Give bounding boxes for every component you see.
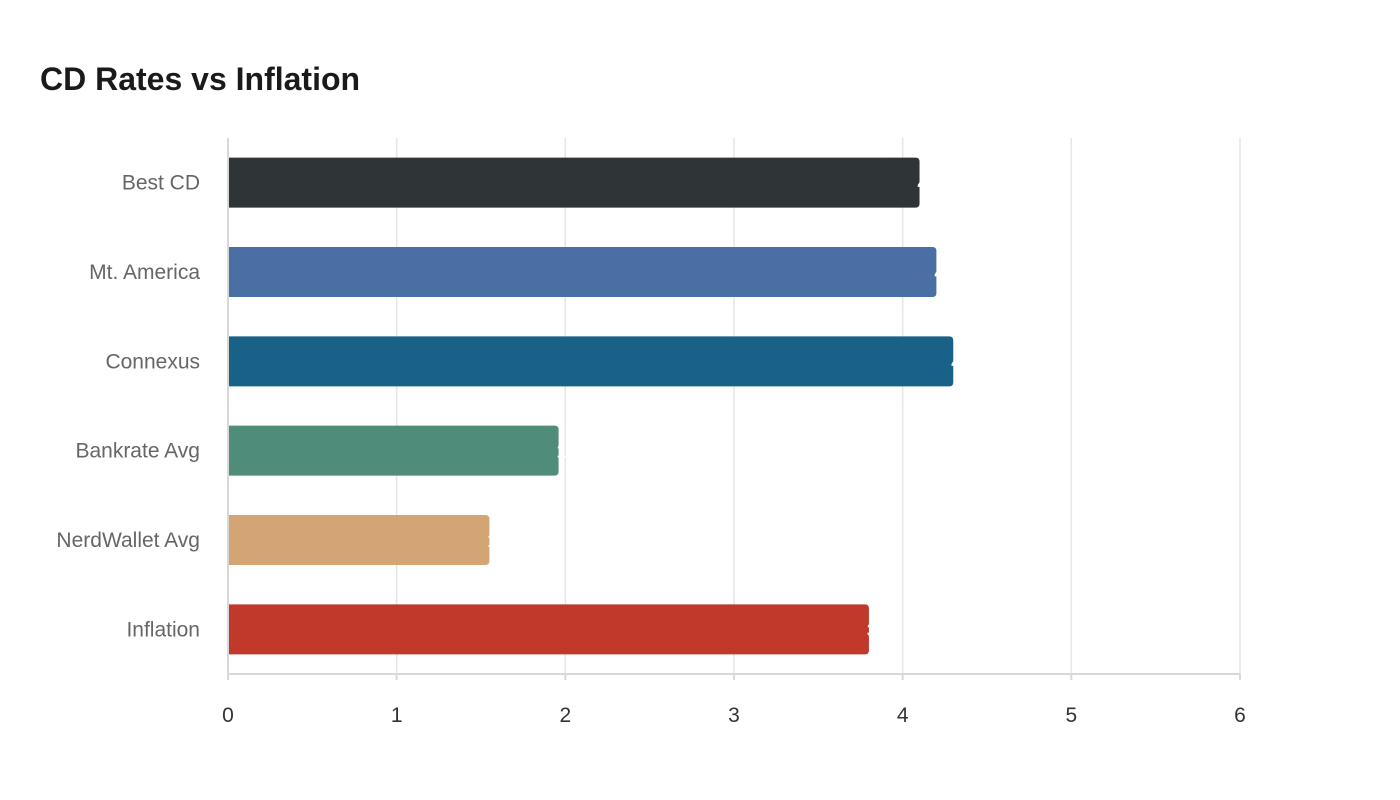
bar-bankrate-avg (228, 425, 559, 476)
category-label-bankrate-avg: Bankrate Avg (75, 440, 200, 463)
bar-inflation (228, 604, 869, 655)
tick-label-x-6: 6 (1234, 704, 1246, 727)
bar-best-cd (228, 157, 920, 208)
tick-label-x-5: 5 (1065, 704, 1077, 727)
bar-group (228, 157, 954, 655)
value-label-best-cd: 4.1 (918, 174, 943, 194)
tick-label-x-1: 1 (391, 704, 403, 727)
bar-nerdwallet-avg (228, 515, 490, 565)
chart-title: CD Rates vs Inflation (40, 61, 361, 97)
tick-label-x-2: 2 (559, 704, 571, 727)
category-label-best-cd: Best CD (122, 172, 200, 195)
value-label-mt-america: 4.2 (934, 263, 959, 283)
category-label-nerdwallet-avg: NerdWallet Avg (56, 529, 200, 552)
bar-mt-america (228, 247, 937, 297)
bar-connexus (228, 336, 954, 387)
tick-label-x-4: 4 (897, 704, 909, 727)
category-label-mt-america: Mt. America (89, 261, 200, 284)
axes (227, 138, 1241, 680)
value-label-inflation: 3.8 (867, 620, 892, 640)
category-label-connexus: Connexus (105, 350, 200, 373)
gridlines (395, 138, 1241, 674)
value-label-connexus: 4.3 (951, 352, 976, 372)
tick-label-x-3: 3 (728, 704, 740, 727)
tick-label-x-0: 0 (222, 704, 234, 727)
value-label-nerdwallet-avg: 1.55 (487, 531, 522, 551)
value-label-bankrate-avg: 1.96 (557, 442, 592, 462)
category-label-inflation: Inflation (126, 618, 200, 641)
labels: 0 1 2 3 4 5 6 Best CD 4.1 Mt. America 4.2 Connexus 4… (56, 172, 1245, 727)
